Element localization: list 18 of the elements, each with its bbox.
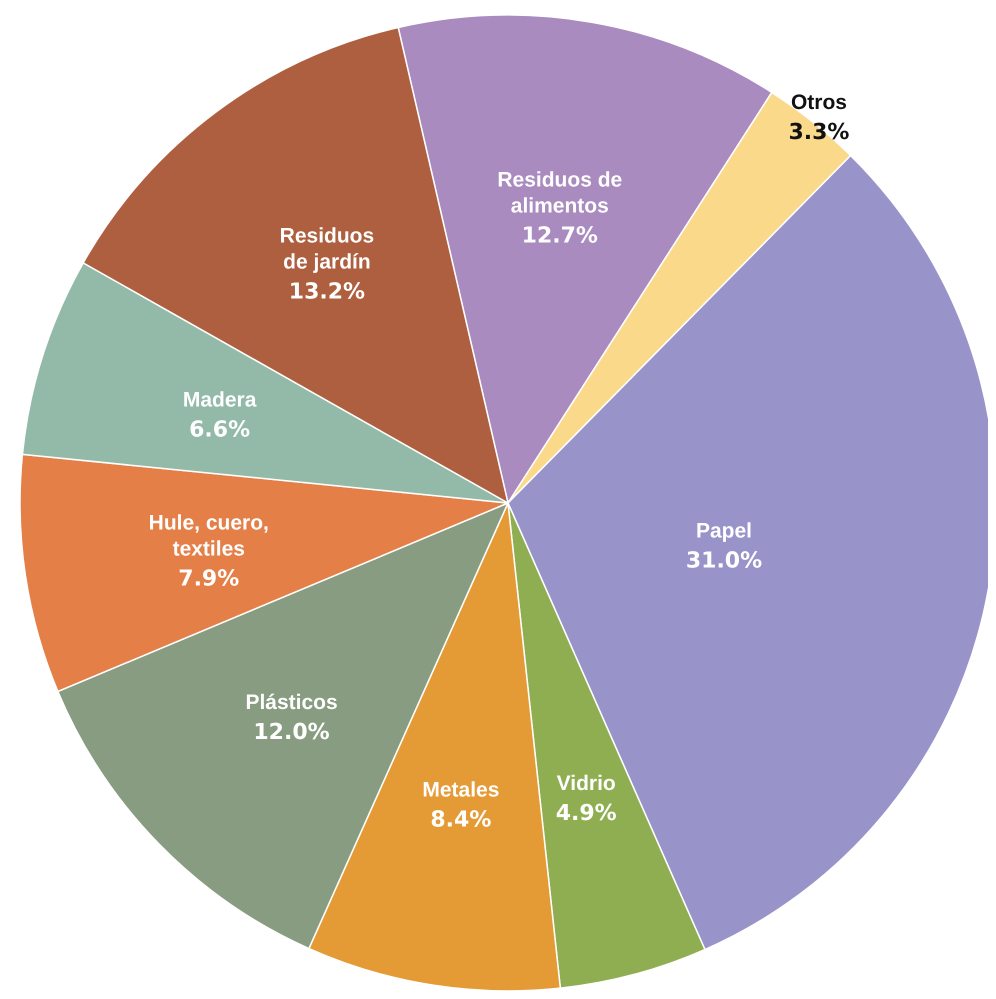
slice-label: Madera: [182, 388, 257, 412]
slice-label: Metales: [422, 778, 500, 802]
slice-label: Hule, cuero, textiles: [148, 512, 269, 561]
data-label: 13.2%: [288, 279, 366, 304]
slice-label: Residuos de jardín: [280, 224, 374, 274]
data-label: 8.4%: [430, 808, 492, 833]
data-label: 6.6%: [189, 417, 250, 442]
slice-label: Vidrio: [556, 772, 616, 796]
slice-label: Plásticos: [245, 691, 338, 714]
data-label: 12.7%: [522, 224, 598, 249]
data-label: 4.9%: [556, 801, 617, 826]
data-label: 31.0%: [686, 548, 762, 574]
slice-label: Otros: [790, 91, 847, 114]
slice-label: Residuos de alimentos: [497, 168, 622, 218]
slice-label: Papel: [696, 519, 752, 542]
data-label: 3.3%: [788, 120, 850, 146]
data-label: 12.0%: [253, 720, 330, 746]
data-label: 7.9%: [178, 566, 240, 592]
